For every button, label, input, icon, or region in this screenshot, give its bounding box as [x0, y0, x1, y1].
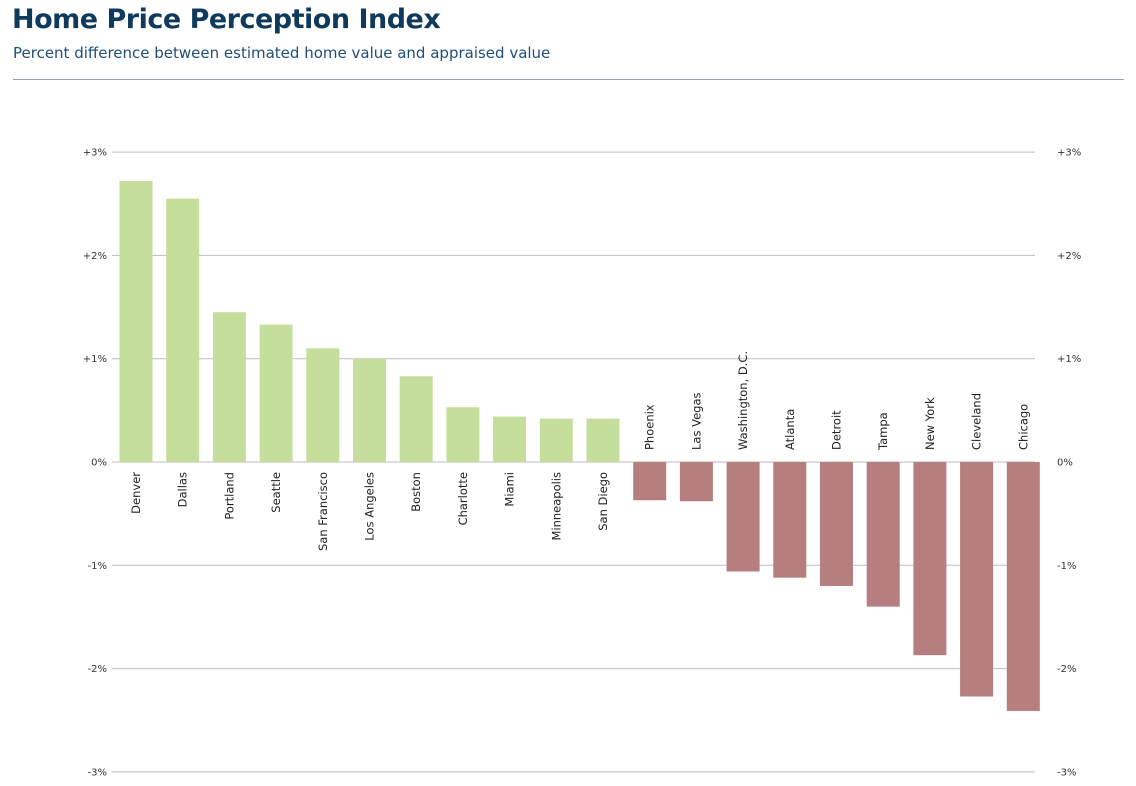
category-labels: Denver Dallas Portland Seattle San Francisco…	[129, 351, 1030, 551]
category-label: Tampa	[876, 412, 890, 451]
y-tick-label-right: +3%	[1057, 148, 1081, 159]
category-label: Boston	[409, 472, 423, 512]
y-tick-label-left: +2%	[83, 251, 107, 262]
title-divider	[13, 79, 1124, 80]
bar	[353, 358, 386, 462]
y-tick-label-left: -1%	[88, 561, 107, 572]
chart-subtitle: Percent difference between estimated hom…	[13, 44, 551, 62]
category-label: Detroit	[830, 410, 844, 450]
chart-title: Home Price Perception Index	[12, 4, 441, 35]
bar	[633, 462, 667, 501]
category-label: Atlanta	[783, 409, 797, 450]
bar	[726, 462, 760, 572]
y-tick-label-right: 0%	[1057, 458, 1073, 469]
category-label: Phoenix	[643, 404, 657, 450]
y-tick-label-left: -3%	[88, 767, 107, 778]
category-label: Portland	[222, 472, 236, 520]
bar	[679, 462, 713, 502]
bar	[820, 462, 853, 586]
y-tick-label-right: -3%	[1057, 767, 1076, 778]
bars	[119, 181, 1040, 711]
category-label: San Francisco	[316, 472, 330, 551]
category-label: Cleveland	[970, 393, 984, 450]
bar	[166, 198, 200, 462]
bar	[119, 181, 153, 463]
y-tick-label-right: +2%	[1057, 251, 1081, 262]
bar	[586, 418, 620, 462]
bar	[446, 407, 480, 462]
bar	[306, 348, 340, 462]
bar	[212, 312, 246, 462]
category-label: Las Vegas	[689, 393, 703, 451]
bar	[539, 418, 573, 462]
y-tick-label-right: -2%	[1057, 664, 1076, 675]
bar	[913, 462, 947, 656]
category-label: San Diego	[596, 472, 610, 531]
y-tick-label-left: +1%	[83, 354, 107, 365]
bar	[493, 416, 527, 462]
category-label: Dallas	[176, 472, 190, 507]
category-label: Denver	[129, 472, 143, 514]
y-tick-label-left: -2%	[88, 664, 107, 675]
bar	[960, 462, 994, 697]
category-label: Charlotte	[456, 472, 470, 525]
y-axis-ticks: +3% +3% +2% +2% +1% +1% 0% 0% -1% -1% -2% -2% -3% -3%	[83, 148, 1082, 779]
bar	[866, 462, 900, 607]
bar	[399, 376, 433, 462]
category-label: Washington, D.C.	[736, 351, 750, 450]
y-tick-label-right: +1%	[1057, 354, 1081, 365]
category-label: Minneapolis	[549, 472, 563, 541]
bar	[259, 324, 293, 462]
category-label: Los Angeles	[363, 472, 377, 541]
y-tick-label-right: -1%	[1057, 561, 1076, 572]
bar	[1006, 462, 1040, 711]
y-tick-label-left: 0%	[91, 458, 107, 469]
category-label: Miami	[503, 472, 517, 507]
category-label: Chicago	[1016, 404, 1030, 450]
category-label: New York	[923, 397, 937, 450]
y-tick-label-left: +3%	[83, 148, 107, 159]
category-label: Seattle	[269, 472, 283, 513]
bar	[773, 462, 807, 578]
